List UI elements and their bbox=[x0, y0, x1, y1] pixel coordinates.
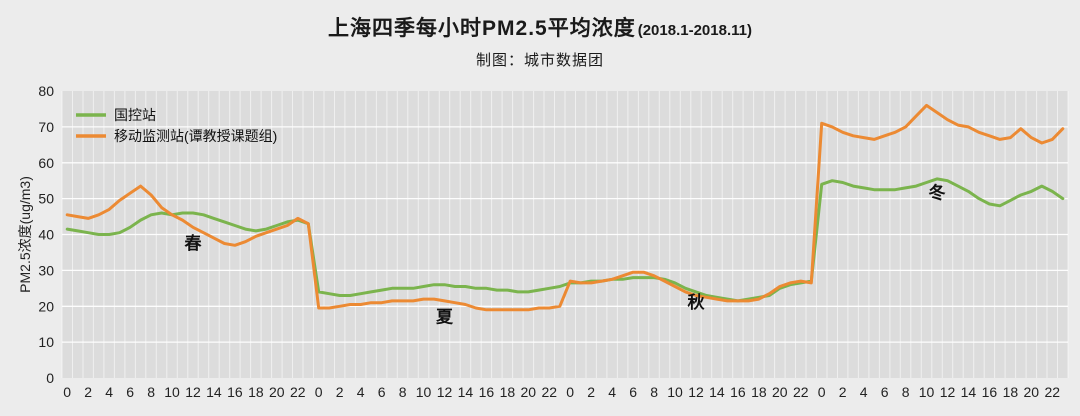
x-tick-label: 4 bbox=[105, 384, 113, 400]
x-tick-label: 20 bbox=[772, 384, 788, 400]
x-tick-label: 0 bbox=[818, 384, 826, 400]
x-tick-label: 0 bbox=[315, 384, 323, 400]
x-tick-label: 16 bbox=[730, 384, 746, 400]
x-tick-label: 18 bbox=[751, 384, 767, 400]
y-tick-label: 50 bbox=[38, 191, 54, 207]
x-tick-label: 2 bbox=[839, 384, 847, 400]
legend-label-1: 移动监测站(谭教授课题组) bbox=[114, 128, 277, 144]
x-tick-label: 22 bbox=[542, 384, 558, 400]
x-tick-label: 20 bbox=[521, 384, 537, 400]
chart-subtitle: 制图：城市数据团 bbox=[475, 52, 604, 69]
x-tick-label: 6 bbox=[126, 384, 134, 400]
x-tick-label: 8 bbox=[147, 384, 155, 400]
x-tick-label: 8 bbox=[902, 384, 910, 400]
x-tick-label: 10 bbox=[667, 384, 683, 400]
x-tick-label: 2 bbox=[336, 384, 344, 400]
x-tick-label: 2 bbox=[84, 384, 92, 400]
season-annotation-秋: 秋 bbox=[688, 292, 706, 312]
y-axis-label: PM2.5浓度(ug/m3) bbox=[17, 176, 33, 293]
x-tick-label: 6 bbox=[378, 384, 386, 400]
series-line-0 bbox=[65, 177, 1065, 303]
x-tick-label: 4 bbox=[860, 384, 868, 400]
x-tick-label: 8 bbox=[399, 384, 407, 400]
y-tick-label: 70 bbox=[38, 119, 54, 135]
y-tick-label: 80 bbox=[38, 83, 54, 99]
x-tick-label: 14 bbox=[961, 384, 977, 400]
x-tick-label: 8 bbox=[650, 384, 658, 400]
x-tick-label: 20 bbox=[1024, 384, 1040, 400]
chart-header: 上海四季每小时PM2.5平均浓度 (2018.1-2018.11) 制图：城市数据… bbox=[0, 12, 1080, 70]
x-tick-label: 12 bbox=[185, 384, 201, 400]
x-tick-label: 0 bbox=[566, 384, 574, 400]
y-tick-label: 20 bbox=[38, 298, 54, 314]
y-tick-label: 30 bbox=[38, 262, 54, 278]
season-annotation-春: 春 bbox=[185, 233, 202, 253]
x-tick-label: 18 bbox=[248, 384, 264, 400]
x-tick-label: 16 bbox=[227, 384, 243, 400]
x-tick-label: 10 bbox=[919, 384, 935, 400]
x-tick-label: 14 bbox=[709, 384, 725, 400]
x-tick-label: 14 bbox=[458, 384, 474, 400]
x-tick-label: 6 bbox=[629, 384, 637, 400]
y-tick-label: 60 bbox=[38, 155, 54, 171]
chart-title: 上海四季每小时PM2.5平均浓度 (2018.1-2018.11) bbox=[0, 12, 1080, 42]
x-tick-label: 12 bbox=[940, 384, 956, 400]
chart-title-main: 上海四季每小时PM2.5平均浓度 bbox=[328, 17, 636, 40]
legend-label-0: 国控站 bbox=[114, 107, 156, 123]
x-tick-label: 12 bbox=[437, 384, 453, 400]
x-tick-label: 4 bbox=[608, 384, 616, 400]
x-tick-label: 20 bbox=[269, 384, 285, 400]
x-tick-label: 6 bbox=[881, 384, 889, 400]
season-annotation-冬: 冬 bbox=[929, 183, 946, 203]
y-tick-label: 10 bbox=[38, 334, 54, 350]
series-line-1 bbox=[65, 103, 1065, 312]
season-annotation-夏: 夏 bbox=[436, 307, 454, 326]
x-tick-label: 22 bbox=[1045, 384, 1061, 400]
x-tick-label: 22 bbox=[793, 384, 809, 400]
x-tick-label: 0 bbox=[63, 384, 71, 400]
y-tick-label: 0 bbox=[46, 370, 54, 386]
x-tick-label: 18 bbox=[1003, 384, 1019, 400]
x-tick-label: 22 bbox=[290, 384, 306, 400]
x-tick-label: 14 bbox=[206, 384, 222, 400]
x-tick-label: 10 bbox=[416, 384, 432, 400]
x-tick-label: 12 bbox=[688, 384, 704, 400]
x-tick-label: 18 bbox=[500, 384, 516, 400]
y-tick-label: 40 bbox=[38, 227, 54, 243]
x-tick-label: 16 bbox=[479, 384, 495, 400]
x-tick-label: 16 bbox=[982, 384, 998, 400]
x-tick-label: 4 bbox=[357, 384, 365, 400]
x-tick-label: 10 bbox=[164, 384, 180, 400]
chart-title-suffix: (2018.1-2018.11) bbox=[637, 22, 752, 39]
x-tick-label: 2 bbox=[587, 384, 595, 400]
